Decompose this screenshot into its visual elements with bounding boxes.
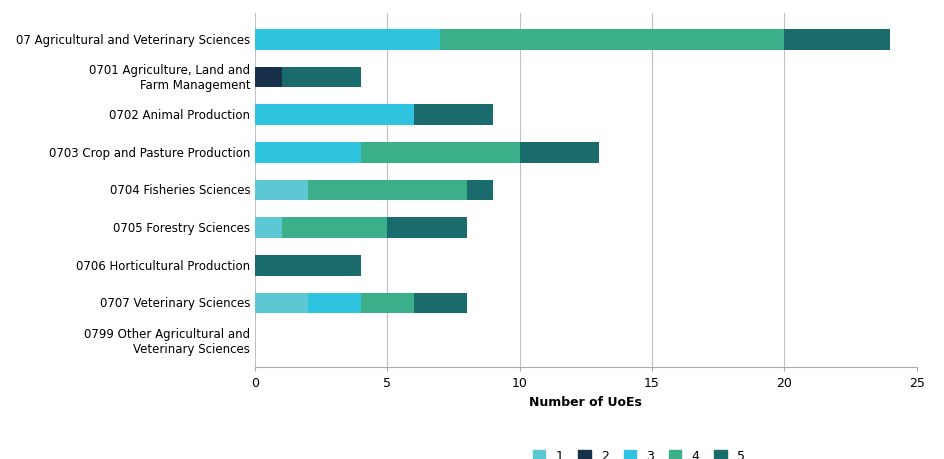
Bar — [255, 255, 361, 276]
Bar — [255, 218, 281, 238]
Bar — [255, 180, 308, 201]
Bar — [440, 30, 784, 50]
Bar — [361, 143, 519, 163]
Bar — [361, 293, 413, 313]
Bar — [281, 218, 387, 238]
Bar — [308, 180, 466, 201]
Legend: 1, 2, 3, 4, 5: 1, 2, 3, 4, 5 — [528, 444, 749, 459]
Bar — [255, 143, 361, 163]
Bar — [255, 293, 308, 313]
Bar — [281, 67, 361, 88]
Bar — [255, 30, 440, 50]
Bar — [387, 218, 466, 238]
Bar — [784, 30, 889, 50]
Bar — [413, 293, 466, 313]
Bar — [466, 180, 493, 201]
Bar — [308, 293, 361, 313]
Bar — [255, 67, 281, 88]
X-axis label: Number of UoEs: Number of UoEs — [529, 395, 642, 408]
Bar — [413, 105, 493, 126]
Bar — [255, 105, 413, 126]
Bar — [519, 143, 598, 163]
